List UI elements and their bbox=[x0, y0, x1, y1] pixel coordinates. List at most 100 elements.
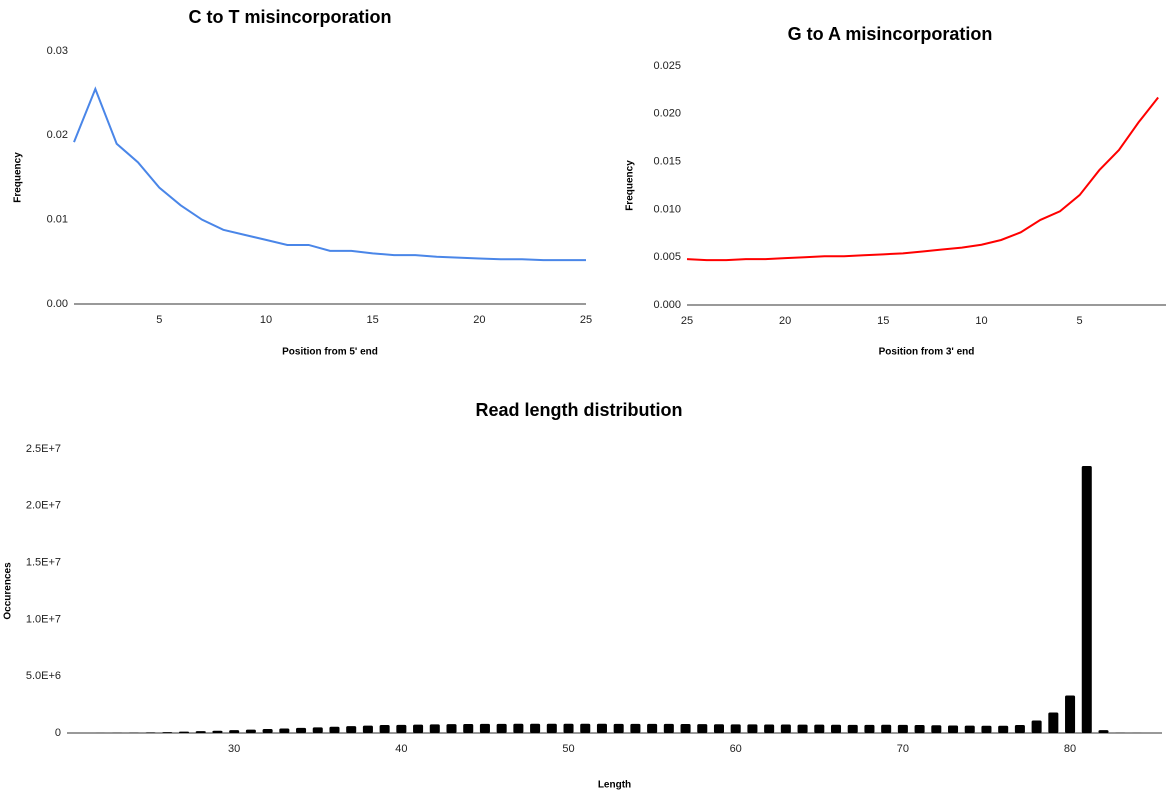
x-tick-label: 25 bbox=[580, 314, 592, 326]
bar bbox=[830, 724, 842, 733]
bar bbox=[563, 723, 574, 733]
bar bbox=[680, 724, 691, 733]
bar bbox=[145, 732, 156, 733]
y-tick-label: 2.0E+7 bbox=[26, 500, 61, 512]
x-tick-label: 60 bbox=[730, 743, 742, 755]
x-tick-label: 70 bbox=[897, 743, 909, 755]
x-tick-label: 25 bbox=[681, 315, 693, 327]
x-tick-label: 30 bbox=[228, 743, 240, 755]
bar bbox=[496, 723, 507, 733]
bar bbox=[1048, 712, 1059, 733]
bar bbox=[245, 729, 256, 733]
y-tick-label: 0.02 bbox=[47, 129, 68, 141]
bar bbox=[897, 724, 908, 733]
y-tick-label: 0.000 bbox=[653, 299, 681, 311]
y-tick-label: 0.03 bbox=[47, 45, 68, 57]
bar bbox=[329, 726, 340, 733]
chart-title: Read length distribution bbox=[476, 400, 683, 420]
y-tick-label: 0.005 bbox=[653, 251, 681, 263]
y-axis-label: Frequency bbox=[625, 160, 636, 211]
y-tick-label: 0.01 bbox=[47, 214, 68, 226]
chart-title: C to T misincorporation bbox=[188, 7, 391, 27]
bar bbox=[1081, 466, 1092, 733]
bar bbox=[279, 728, 290, 733]
bar bbox=[647, 723, 658, 733]
y-tick-label: 0.025 bbox=[653, 60, 681, 72]
bar bbox=[931, 725, 942, 733]
bar bbox=[596, 723, 607, 733]
y-tick-label: 2.5E+7 bbox=[26, 443, 61, 455]
bar bbox=[212, 730, 223, 733]
y-axis-label: Occurences bbox=[3, 562, 14, 620]
bar bbox=[312, 727, 323, 733]
bar bbox=[463, 724, 474, 733]
x-tick-label: 80 bbox=[1064, 743, 1076, 755]
bar bbox=[229, 730, 240, 733]
x-tick-label: 5 bbox=[1077, 315, 1083, 327]
x-tick-label: 10 bbox=[260, 314, 272, 326]
bar bbox=[513, 723, 524, 733]
bar bbox=[1031, 720, 1042, 733]
y-tick-label: 1.0E+7 bbox=[26, 613, 61, 625]
x-axis-label: Position from 3' end bbox=[879, 347, 975, 358]
x-tick-label: 10 bbox=[975, 315, 987, 327]
bar bbox=[546, 723, 557, 733]
x-tick-label: 20 bbox=[779, 315, 791, 327]
x-tick-label: 40 bbox=[395, 743, 407, 755]
bar bbox=[697, 724, 708, 733]
bar bbox=[613, 723, 624, 733]
y-tick-label: 5.0E+6 bbox=[26, 670, 61, 682]
bar bbox=[663, 723, 674, 733]
bar bbox=[262, 729, 273, 733]
y-tick-label: 0.010 bbox=[653, 203, 681, 215]
bar bbox=[764, 724, 775, 733]
x-axis-label: Position from 5' end bbox=[282, 347, 378, 358]
bar bbox=[747, 724, 758, 733]
bar bbox=[713, 724, 724, 733]
bar bbox=[446, 724, 457, 733]
bar bbox=[162, 732, 173, 733]
bar bbox=[1065, 695, 1076, 733]
bar bbox=[346, 726, 357, 733]
bar bbox=[429, 724, 440, 733]
bar bbox=[881, 724, 892, 733]
y-axis-label: Frequency bbox=[13, 152, 24, 203]
bar bbox=[580, 723, 591, 733]
x-axis-label: Length bbox=[598, 780, 631, 791]
bar bbox=[195, 731, 206, 733]
bar bbox=[1098, 730, 1109, 733]
bar bbox=[780, 724, 791, 733]
bar bbox=[814, 724, 825, 733]
bar bbox=[179, 731, 190, 733]
y-tick-label: 0.015 bbox=[653, 156, 681, 168]
x-tick-label: 20 bbox=[473, 314, 485, 326]
bar bbox=[479, 723, 490, 733]
x-tick-label: 15 bbox=[367, 314, 379, 326]
y-tick-label: 0 bbox=[55, 727, 61, 739]
x-tick-label: 50 bbox=[562, 743, 574, 755]
line-series bbox=[686, 96, 1159, 262]
bar bbox=[948, 725, 959, 733]
bar bbox=[797, 724, 808, 733]
bar bbox=[296, 727, 307, 733]
y-tick-label: 0.00 bbox=[47, 298, 68, 310]
bar bbox=[530, 723, 541, 733]
bar bbox=[914, 725, 925, 733]
bar bbox=[964, 725, 975, 733]
chart-title: G to A misincorporation bbox=[788, 24, 993, 44]
bar bbox=[730, 724, 741, 733]
bar bbox=[864, 724, 875, 733]
bar bbox=[998, 725, 1009, 733]
y-tick-label: 0.020 bbox=[653, 108, 681, 120]
bar bbox=[1014, 725, 1025, 733]
bar bbox=[362, 725, 373, 733]
line-series bbox=[73, 86, 586, 262]
bar bbox=[847, 724, 858, 733]
bar bbox=[413, 724, 424, 733]
bar bbox=[379, 725, 390, 733]
bar bbox=[396, 724, 407, 733]
x-tick-label: 5 bbox=[156, 314, 162, 326]
bar bbox=[630, 723, 641, 733]
bar bbox=[981, 725, 992, 733]
